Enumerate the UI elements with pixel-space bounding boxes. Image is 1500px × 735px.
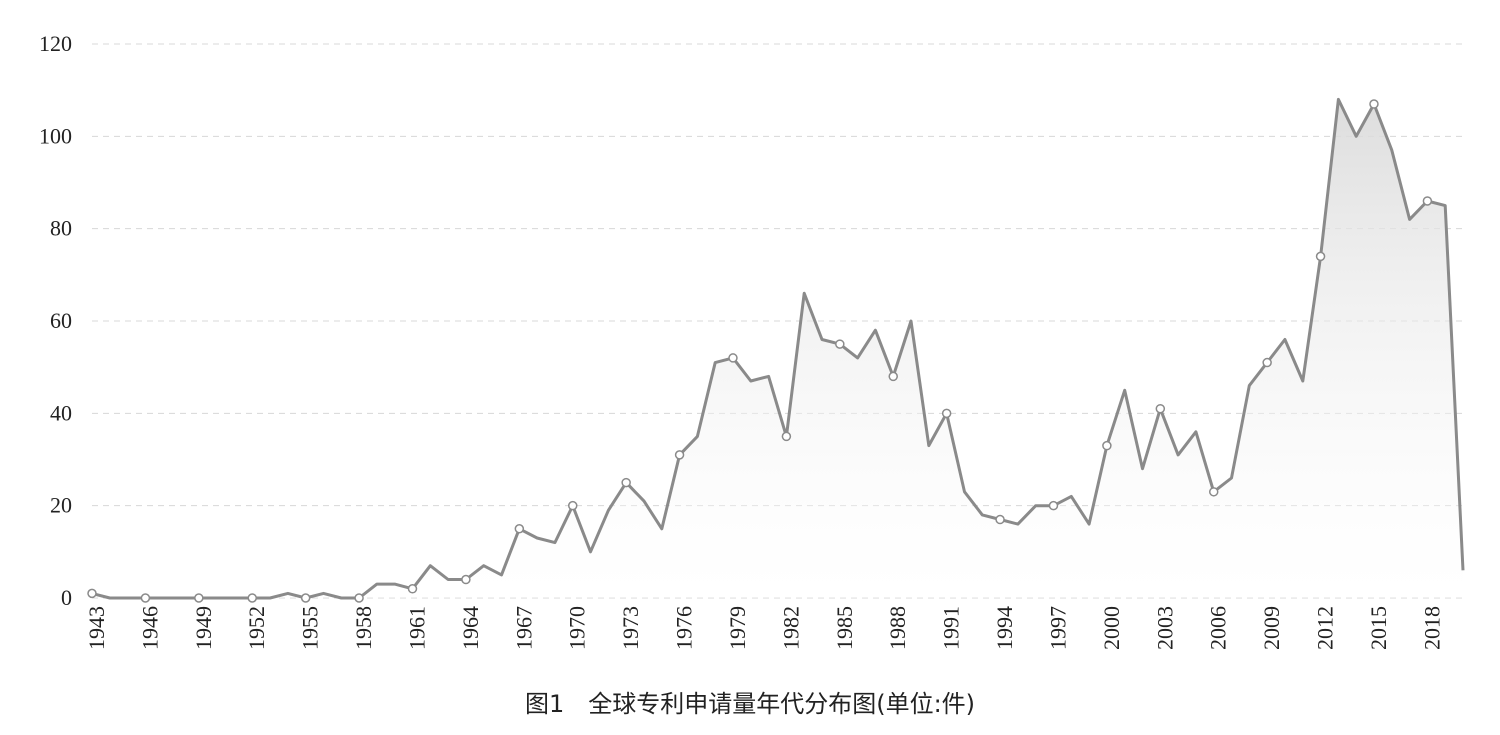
marker <box>354 593 364 603</box>
x-tick-label: 1982 <box>778 606 803 650</box>
x-tick-label: 2012 <box>1313 606 1338 650</box>
marker <box>247 593 257 603</box>
marker <box>1048 500 1059 511</box>
marker <box>781 431 792 442</box>
marker <box>1262 357 1272 368</box>
marker <box>728 353 738 363</box>
y-tick-label: 0 <box>61 585 72 610</box>
x-tick-label: 1952 <box>244 606 269 650</box>
x-tick-label: 1991 <box>939 606 964 650</box>
y-tick-label: 120 <box>39 31 72 56</box>
x-tick-label: 2003 <box>1152 606 1177 650</box>
y-tick-label: 80 <box>50 216 72 241</box>
x-tick-label: 1961 <box>404 606 429 650</box>
marker <box>194 593 204 603</box>
x-tick-label: 1976 <box>672 606 697 650</box>
marker <box>1208 487 1219 497</box>
marker <box>1369 99 1379 109</box>
x-tick-label: 1994 <box>992 606 1017 650</box>
x-tick-label: 1946 <box>137 606 162 650</box>
marker <box>407 584 418 594</box>
x-tick-label: 1985 <box>832 606 857 650</box>
x-tick-label: 2018 <box>1419 606 1444 650</box>
y-tick-label: 40 <box>50 400 72 425</box>
marker <box>514 524 525 534</box>
y-tick-label: 20 <box>50 493 72 518</box>
x-tick-label: 1964 <box>458 606 483 650</box>
chart-title: 图1 全球专利申请量年代分布图(单位:件) <box>525 690 975 718</box>
x-tick-label: 1967 <box>511 606 536 650</box>
x-tick-label: 2000 <box>1099 606 1124 650</box>
x-tick-label: 2006 <box>1206 606 1231 650</box>
marker <box>300 593 311 603</box>
y-tick-label: 60 <box>50 308 72 333</box>
marker <box>461 574 471 585</box>
marker <box>140 593 151 603</box>
x-tick-label: 1979 <box>725 606 750 650</box>
marker <box>1102 440 1112 451</box>
x-tick-label: 1970 <box>565 606 590 650</box>
area <box>92 99 1463 599</box>
marker <box>87 588 97 599</box>
x-tick-label: 1973 <box>618 606 643 650</box>
marker <box>1315 251 1326 262</box>
x-tick-label: 1988 <box>885 606 910 650</box>
line <box>91 97 1465 600</box>
marker <box>674 450 685 460</box>
marker <box>888 371 898 382</box>
marker <box>1155 403 1166 414</box>
x-tick-label: 1958 <box>351 606 376 650</box>
marker <box>567 500 578 511</box>
marker <box>835 339 845 349</box>
x-tick-label: 1997 <box>1045 606 1070 650</box>
x-tick-label: 2009 <box>1259 606 1284 650</box>
marker <box>621 477 631 488</box>
x-tick-label: 1955 <box>298 606 323 650</box>
y-tick-label: 100 <box>39 123 72 148</box>
x-tick-label: 1943 <box>84 606 109 650</box>
marker <box>941 408 952 419</box>
x-tick-label: 1949 <box>191 606 216 650</box>
marker <box>1422 196 1433 206</box>
x-tick-label: 2015 <box>1366 606 1391 650</box>
marker <box>995 514 1005 525</box>
